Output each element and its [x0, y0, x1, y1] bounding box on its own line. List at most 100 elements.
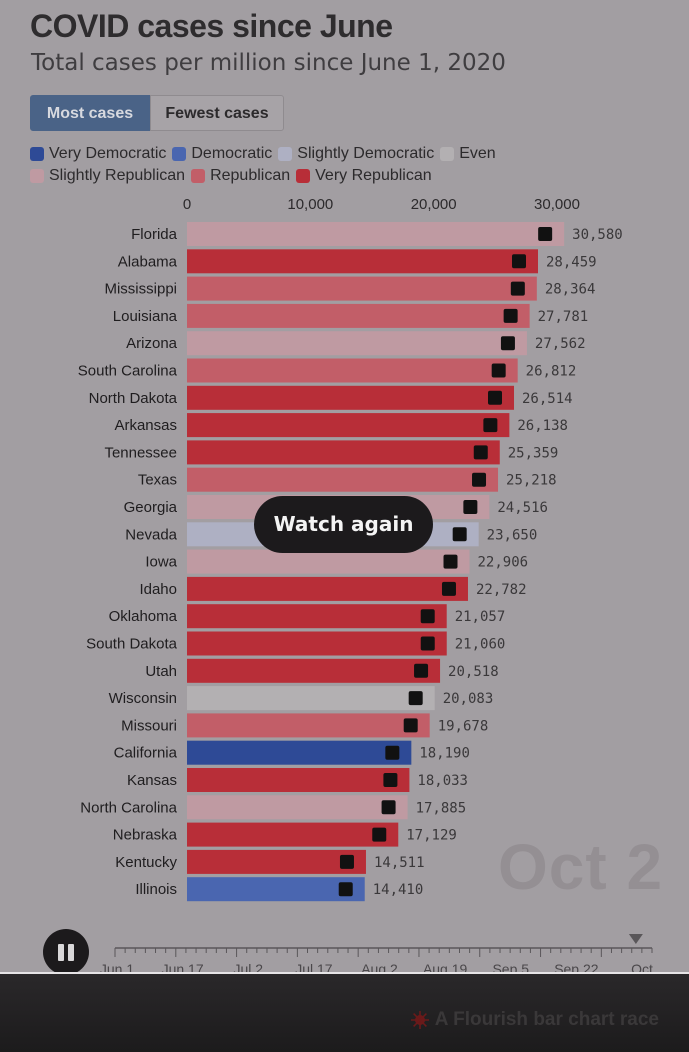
flourish-logo-icon — [410, 1011, 429, 1029]
legend-label: Even — [459, 145, 496, 162]
bar — [187, 768, 410, 792]
legend-swatch — [191, 169, 206, 183]
value-label: 25,218 — [506, 473, 557, 489]
footer: A Flourish bar chart race — [0, 972, 689, 1052]
bar — [187, 385, 515, 410]
x-tick-label: 10,000 — [287, 196, 333, 213]
category-label: Georgia — [124, 499, 178, 516]
value-label: 25,359 — [508, 445, 559, 461]
legend-label: Republican — [210, 167, 291, 184]
value-label: 20,083 — [443, 691, 494, 707]
x-tick-label: 30,000 — [534, 196, 580, 213]
state-shape-icon — [414, 663, 429, 678]
pause-button[interactable] — [43, 929, 89, 972]
legend-swatch — [278, 147, 293, 161]
timeline-scrubber[interactable]: Jun 1 Jun 17 Jul 2 Jul 17 Aug 2 Aug 19 Sep 5 Se… — [0, 930, 689, 972]
category-label: South Carolina — [78, 363, 178, 380]
legend-label: Very Republican — [315, 167, 432, 184]
bar — [187, 849, 366, 874]
bar — [187, 331, 527, 356]
bar — [187, 631, 447, 656]
legend-label: Slightly Democratic — [297, 145, 435, 162]
state-shape-icon — [452, 527, 467, 542]
state-shape-icon — [420, 609, 435, 624]
value-label: 14,410 — [373, 882, 424, 898]
value-label: 26,514 — [522, 391, 573, 407]
bar — [187, 740, 412, 765]
fewest-cases-tab[interactable]: Fewest cases — [150, 95, 284, 131]
state-shape-icon — [503, 308, 518, 323]
state-shape-icon — [383, 773, 398, 787]
category-label: Florida — [131, 226, 178, 243]
bar — [187, 413, 510, 438]
state-shape-icon — [463, 500, 478, 514]
value-label: 28,459 — [546, 254, 597, 270]
category-label: Utah — [145, 663, 177, 680]
value-label: 28,364 — [545, 282, 596, 298]
value-label: 17,885 — [416, 800, 467, 816]
legend-label: Slightly Republican — [49, 167, 186, 184]
value-label: 21,060 — [455, 637, 506, 653]
timeline-label: Jun 17 — [162, 961, 204, 972]
legend-swatch — [30, 147, 44, 161]
state-shape-icon — [500, 336, 515, 351]
legend-row: Slightly Republican Republican Very Republ… — [30, 165, 590, 187]
bar — [187, 467, 499, 492]
category-label: Idaho — [139, 581, 177, 598]
category-label: North Dakota — [89, 390, 178, 407]
category-label: Oklahoma — [109, 608, 178, 625]
timeline-marker-icon — [628, 934, 643, 944]
value-label: 21,057 — [455, 609, 506, 625]
category-label: Arizona — [126, 335, 178, 352]
value-label: 26,812 — [526, 364, 577, 380]
watch-again-button[interactable]: Watch again — [254, 496, 433, 553]
category-label: California — [114, 745, 178, 762]
legend: Very Democratic Democratic Slightly Democr… — [30, 143, 590, 187]
legend-swatch — [296, 169, 311, 183]
state-shape-icon — [491, 363, 506, 378]
value-label: 22,782 — [476, 582, 527, 598]
timeline-label: Sep 5 — [492, 961, 529, 972]
chart-subtitle: Total cases per million since June 1, 20… — [31, 50, 506, 76]
state-shape-icon — [339, 854, 354, 869]
bar — [187, 795, 408, 820]
category-label: Louisiana — [113, 308, 178, 325]
chart-title: COVID cases since June — [30, 8, 393, 44]
current-date-label: Oct 2 — [498, 831, 664, 903]
state-shape-icon — [483, 418, 498, 433]
timeline-label: Jul 17 — [295, 961, 333, 972]
category-label: Texas — [138, 472, 177, 489]
legend-item: Even — [440, 145, 496, 163]
category-label: Nevada — [125, 526, 177, 543]
legend-row: Very Democratic Democratic Slightly Democr… — [30, 143, 590, 165]
value-label: 30,580 — [572, 227, 623, 243]
value-label: 22,906 — [478, 555, 529, 571]
bar — [187, 658, 441, 683]
category-label: South Dakota — [86, 636, 178, 653]
legend-item: Very Democratic — [30, 145, 166, 163]
bar — [187, 877, 365, 902]
legend-label: Democratic — [191, 145, 273, 162]
bar — [187, 440, 500, 465]
value-label: 26,138 — [517, 418, 568, 434]
bar — [187, 604, 447, 629]
timeline-label: Aug 19 — [423, 961, 468, 972]
x-tick-label: 20,000 — [411, 196, 457, 213]
timeline-label: Jul 2 — [233, 961, 263, 972]
state-shape-icon — [338, 882, 353, 897]
value-label: 17,129 — [406, 828, 457, 844]
flourish-credit[interactable]: A Flourish bar chart race — [410, 1009, 659, 1031]
legend-swatch — [172, 147, 187, 161]
legend-swatch — [440, 147, 455, 161]
category-label: Wisconsin — [109, 690, 177, 707]
bar — [187, 686, 435, 711]
category-label: Nebraska — [113, 827, 178, 844]
state-shape-icon — [420, 636, 435, 651]
value-label: 23,650 — [487, 527, 538, 543]
timeline-label: Jun 1 — [100, 961, 134, 972]
state-shape-icon — [372, 827, 387, 842]
most-cases-tab[interactable]: Most cases — [30, 95, 150, 131]
state-shape-icon — [403, 718, 418, 733]
bar — [187, 549, 470, 574]
value-label: 27,781 — [538, 309, 589, 325]
